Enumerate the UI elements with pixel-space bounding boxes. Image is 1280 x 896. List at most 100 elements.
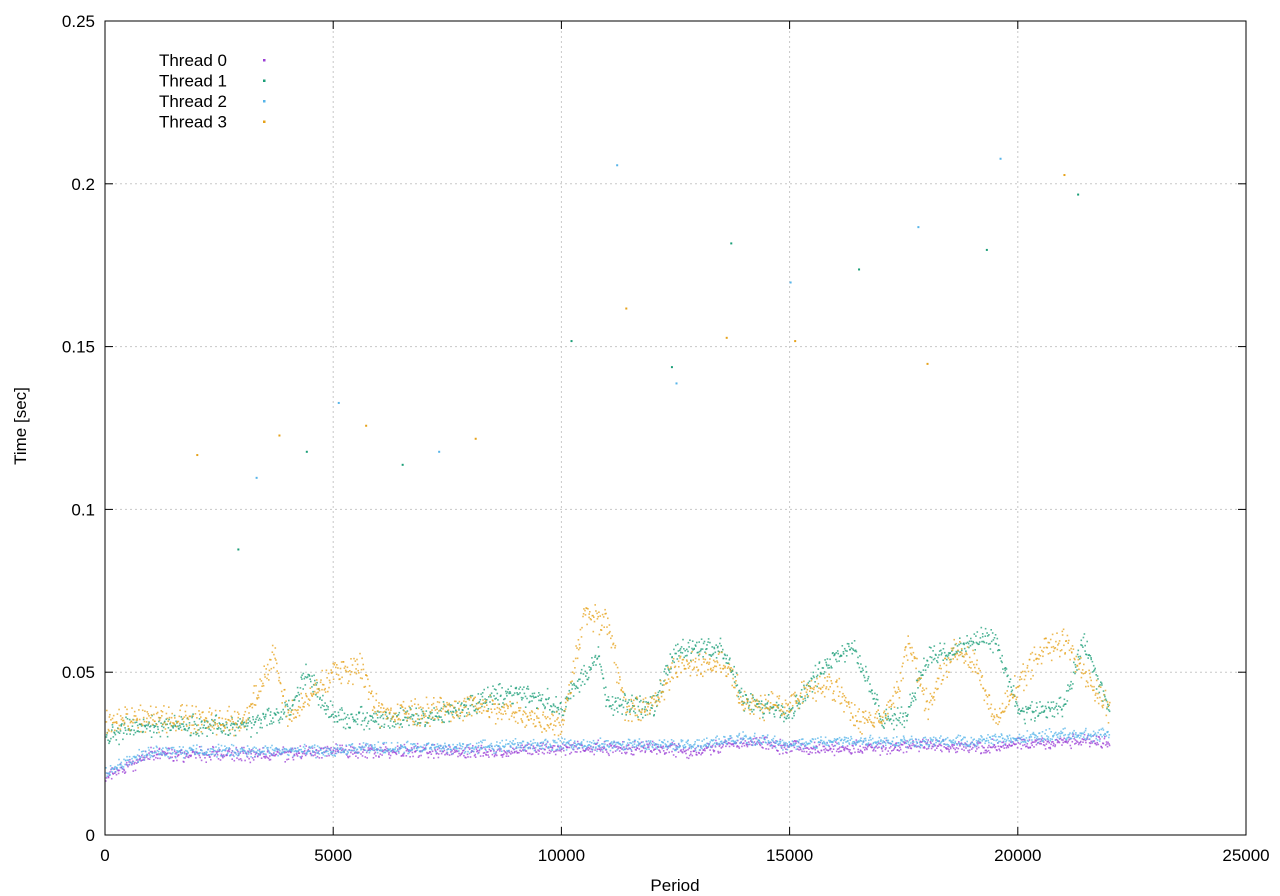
data-point [831,750,833,753]
data-point [354,660,357,662]
data-point [242,723,244,726]
data-point [837,751,840,753]
data-point [331,704,334,706]
data-point [561,714,564,717]
data-point [233,734,235,737]
data-point [676,676,679,678]
data-point [529,695,532,697]
data-point [587,746,590,749]
data-point [1049,746,1051,749]
data-point [710,667,712,670]
data-point [398,717,400,720]
data-point [1063,703,1065,706]
data-point [981,633,984,635]
data-point [624,694,626,696]
data-point [520,718,522,720]
data-point [128,729,131,732]
data-point [1054,706,1056,709]
data-point [136,754,139,756]
data-point [861,667,864,670]
data-point [126,759,129,761]
data-point [431,704,433,706]
data-point [922,674,924,676]
data-point [926,660,929,662]
data-point [499,750,501,752]
data-point [443,749,446,752]
data-point [559,745,562,747]
data-point [690,750,692,753]
data-point [1069,744,1072,747]
data-point [857,662,860,665]
data-point [394,746,397,749]
data-point [335,748,337,750]
data-point [318,757,321,759]
data-point [150,751,152,753]
data-point [271,754,274,757]
data-point [431,717,434,719]
data-point [268,679,270,681]
data-point [580,672,582,675]
data-point [125,763,128,766]
data-point [789,750,792,753]
data-point [265,713,267,716]
data-point [382,711,384,713]
data-point [976,659,978,662]
data-point [180,723,183,725]
data-point [1006,695,1009,698]
data-point [529,711,531,714]
data-point [591,750,593,753]
data-point [381,749,383,751]
data-point [576,647,578,649]
data-point [498,703,501,705]
data-point [631,702,634,705]
data-point [1053,716,1056,718]
data-point [194,723,197,725]
data-point [932,696,935,698]
data-point [1090,657,1092,659]
data-point [388,757,391,759]
data-point [725,745,727,748]
data-point [942,659,944,661]
data-point [1047,641,1049,644]
data-point [286,753,289,756]
data-point [160,722,162,724]
data-point [923,746,926,748]
data-point [914,696,916,699]
data-point [346,666,349,669]
data-point [1062,739,1064,741]
data-point [929,741,932,743]
data-point [399,748,401,751]
data-point [933,645,936,647]
data-point [756,703,759,705]
data-point [686,648,688,651]
data-point [616,666,619,669]
data-point [938,667,941,670]
data-point [548,726,551,729]
data-point [963,662,965,664]
data-point [920,741,923,743]
data-point [1022,710,1024,713]
data-point [410,715,412,718]
data-point [133,729,135,732]
data-point [263,750,265,753]
data-point [634,708,636,710]
data-point [1008,703,1010,706]
data-point [206,727,209,729]
data-point [968,646,970,649]
data-point [323,705,325,707]
data-point [113,767,116,769]
data-point [1106,708,1108,710]
data-point [127,725,129,727]
data-point [550,722,552,725]
data-point [115,768,118,771]
data-point [1052,645,1055,648]
data-point [716,660,718,662]
data-point [432,719,435,721]
data-point [577,639,580,641]
data-point [111,717,114,720]
data-point [124,727,126,729]
data-point [460,703,462,706]
data-point [1005,705,1008,708]
data-point [596,748,599,750]
data-point [759,706,761,709]
